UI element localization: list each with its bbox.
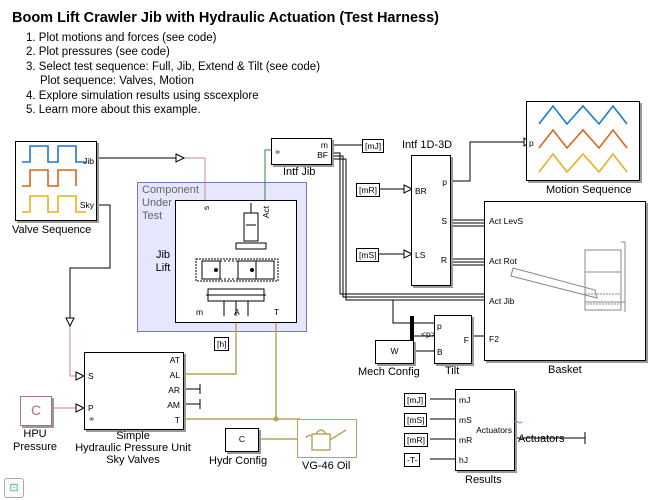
step-2[interactable]: 2. Plot pressures (see code) — [26, 46, 170, 59]
port-m: m — [196, 307, 204, 317]
intf-1d3d-block[interactable]: BR LS p S R — [411, 155, 451, 286]
port-mj: mJ — [459, 395, 471, 405]
port-p: p — [529, 138, 534, 148]
cut-label: Component Under Test — [142, 184, 199, 222]
oil-block[interactable] — [297, 419, 357, 458]
port-act-rot: Act Rot — [489, 256, 517, 266]
mech-config-block[interactable]: W — [375, 340, 414, 364]
port-ms: mS — [459, 415, 472, 425]
tilt-label: Tilt — [445, 365, 460, 377]
from-tag-t[interactable]: -T- — [404, 453, 421, 467]
port-f2: F2 — [489, 334, 499, 344]
page-title: Boom Lift Crawler Jib with Hydraulic Act… — [12, 10, 440, 26]
from-tag-ms-results[interactable]: [mS] — [404, 413, 428, 427]
basket-illustration — [510, 241, 626, 312]
basket-label: Basket — [548, 364, 582, 376]
oil-can-icon — [305, 429, 347, 451]
port-s: s — [201, 205, 212, 211]
port-act-jib: Act Jib — [489, 296, 515, 306]
hydr-config-label: Hydr Config — [209, 455, 268, 467]
port-p: p — [442, 177, 447, 187]
actuators-out-label: Actuators — [518, 433, 565, 445]
port-r: R — [440, 255, 447, 265]
port-bf: BF — [317, 150, 328, 160]
results-label: Results — [465, 474, 502, 486]
intf-jib-label: Intf Jib — [283, 166, 316, 178]
port-sky: Sky — [79, 200, 94, 210]
hydr-config-block[interactable]: C — [225, 428, 259, 452]
hydraulic-pressure-unit-block[interactable]: S P AT AL AR AM T ⚭ — [84, 352, 184, 430]
hpu-pressure-block[interactable]: C — [20, 396, 52, 426]
fit-to-view-icon[interactable]: ⊡ — [4, 478, 24, 498]
oil-label: VG-46 Oil — [302, 460, 351, 472]
intf-1d3d-label: Intf 1D-3D — [402, 139, 453, 151]
hpu-pressure-label: HPU Pressure — [12, 428, 58, 453]
jib-lift-label: Jib Lift — [155, 249, 171, 274]
logging-icon: 〜 — [513, 418, 523, 429]
mech-config-glyph: W — [390, 346, 399, 356]
port-s: S — [88, 371, 94, 381]
mech-config-label: Mech Config — [358, 366, 420, 378]
valve-sequence-plot — [22, 145, 86, 213]
motion-sequence-block[interactable]: p — [526, 101, 640, 181]
port-act: Act — [261, 205, 272, 219]
port-s: S — [441, 216, 447, 226]
port-ar: AR — [168, 385, 180, 395]
hpu-label: Simple Hydraulic Pressure Unit Sky Valves — [75, 430, 191, 466]
jib-lift-block[interactable]: s Act m A T — [175, 200, 297, 323]
motion-sequence-label: Motion Sequence — [546, 184, 632, 196]
link-icon: ⚭ — [274, 147, 282, 157]
port-br: BR — [415, 186, 427, 196]
from-tag-mr[interactable]: [mR] — [356, 183, 380, 197]
valve-sequence-block[interactable]: Jib Sky — [15, 141, 97, 221]
port-t: T — [274, 307, 280, 317]
valve-sequence-label: Valve Sequence — [12, 224, 92, 236]
step-1[interactable]: 1. Plot motions and forces (see code) — [26, 32, 217, 44]
port-p: p — [437, 321, 442, 331]
link-icon: ⚭ — [88, 414, 96, 424]
port-m: m — [320, 140, 328, 150]
port-at: AT — [169, 355, 180, 365]
goto-tag-mj[interactable]: [mJ] — [362, 139, 385, 153]
pressure-source-glyph: C — [30, 402, 42, 418]
port-b: B — [437, 347, 443, 357]
port-actuators: Actuators — [476, 425, 512, 435]
from-tag-ms[interactable]: [mS] — [356, 248, 380, 262]
instruction-list: 1. Plot motions and forces (see code) 2.… — [26, 31, 320, 117]
motion-sequence-plot — [538, 104, 628, 174]
tilt-block[interactable]: p F B — [434, 315, 472, 364]
hydraulic-cylinder-schematic — [195, 203, 279, 316]
port-ls: LS — [415, 250, 426, 260]
intf-jib-block[interactable]: m BF ⚭ — [271, 138, 332, 165]
from-tag-mj[interactable]: [mJ] — [404, 393, 427, 407]
port-am: AM — [167, 400, 180, 410]
step-5[interactable]: 5. Learn more about this example. — [26, 104, 201, 117]
port-mr: mR — [459, 435, 473, 445]
port-act-levs: Act LevS — [489, 216, 524, 226]
step-4[interactable]: 4. Explore simulation results using ssce… — [26, 89, 259, 102]
port-p: P — [88, 403, 94, 413]
bus-signal-label: <p> — [421, 329, 436, 339]
results-block[interactable]: mJ mS mR hJ Actuators — [455, 389, 515, 471]
basket-block[interactable]: Act LevS Act Rot Act Jib F2 — [484, 201, 646, 361]
port-al: AL — [169, 370, 180, 380]
bus-selector[interactable] — [410, 316, 414, 340]
port-a: A — [234, 307, 240, 317]
step-3-continued[interactable]: Plot sequence: Valves, Motion — [40, 75, 194, 88]
hydr-config-glyph: C — [238, 434, 246, 444]
from-tag-mr-results[interactable]: [mR] — [404, 433, 428, 447]
step-3[interactable]: 3. Select test sequence: Full, Jib, Exte… — [26, 60, 321, 73]
port-f: F — [463, 335, 469, 345]
goto-tag-h[interactable]: [h] — [214, 337, 230, 351]
port-jib: Jib — [83, 156, 94, 166]
port-hj: hJ — [459, 455, 468, 465]
port-t: T — [174, 415, 180, 425]
